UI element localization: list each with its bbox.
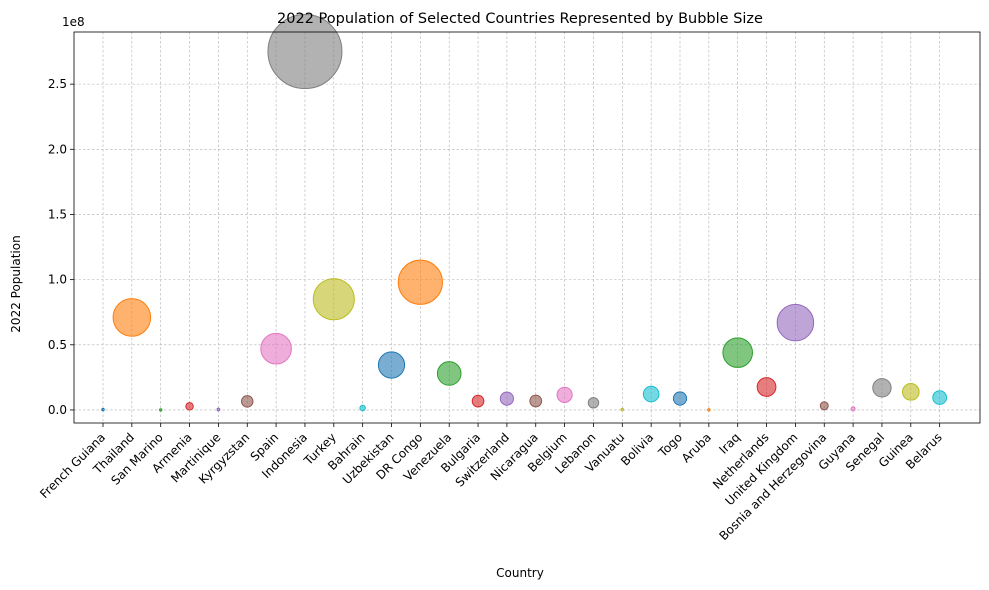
bubble-point: [707, 408, 711, 412]
bubbles: [101, 14, 948, 412]
bubble-point: [159, 408, 163, 412]
bubble-point: [101, 407, 105, 412]
bubble-point: [397, 259, 443, 305]
bubble-point: [529, 394, 543, 408]
bubble-point: [377, 351, 406, 379]
y-tick-label: 0.0: [48, 403, 67, 417]
bubble-point: [819, 401, 829, 411]
bubble-point: [850, 406, 856, 412]
bubble-point: [932, 390, 948, 405]
bubble-point: [267, 14, 343, 90]
bubble-point: [756, 377, 777, 397]
bubble-point: [587, 397, 600, 409]
y-axis-offset-label: 1e8: [62, 15, 85, 29]
bubble-point: [556, 386, 573, 403]
bubble-point: [620, 407, 625, 412]
bubble-point: [112, 298, 152, 337]
plot-frame: [73, 31, 981, 424]
y-axis-label: 2022 Population: [9, 235, 23, 332]
bubble-point: [722, 337, 754, 368]
bubble-point: [499, 391, 514, 406]
y-axis-ticks: 0.0 0.5 1.0 1.5 2.0 2.5: [48, 77, 74, 417]
x-axis-label: Country: [496, 566, 544, 580]
y-tick-label: 0.5: [48, 338, 67, 352]
bubble-point: [872, 378, 892, 398]
bubble-point: [776, 303, 815, 342]
bubble-point: [901, 383, 920, 401]
bubble-point: [642, 385, 660, 403]
y-tick-label: 2.5: [48, 77, 67, 91]
bubble-point: [672, 391, 688, 406]
chart-title: 2022 Population of Selected Countries Re…: [277, 11, 763, 27]
bubble-point: [260, 332, 292, 365]
bubble-point: [436, 361, 462, 386]
bubble-point: [312, 278, 355, 321]
bubble-point: [241, 395, 254, 408]
bubble-point: [359, 404, 366, 412]
y-tick-label: 2.0: [48, 142, 67, 156]
bubble-point: [216, 407, 221, 412]
bubble-point: [185, 402, 194, 411]
bubble-point: [471, 394, 485, 408]
y-tick-label: 1.5: [48, 207, 67, 221]
y-tick-label: 1.0: [48, 273, 67, 287]
